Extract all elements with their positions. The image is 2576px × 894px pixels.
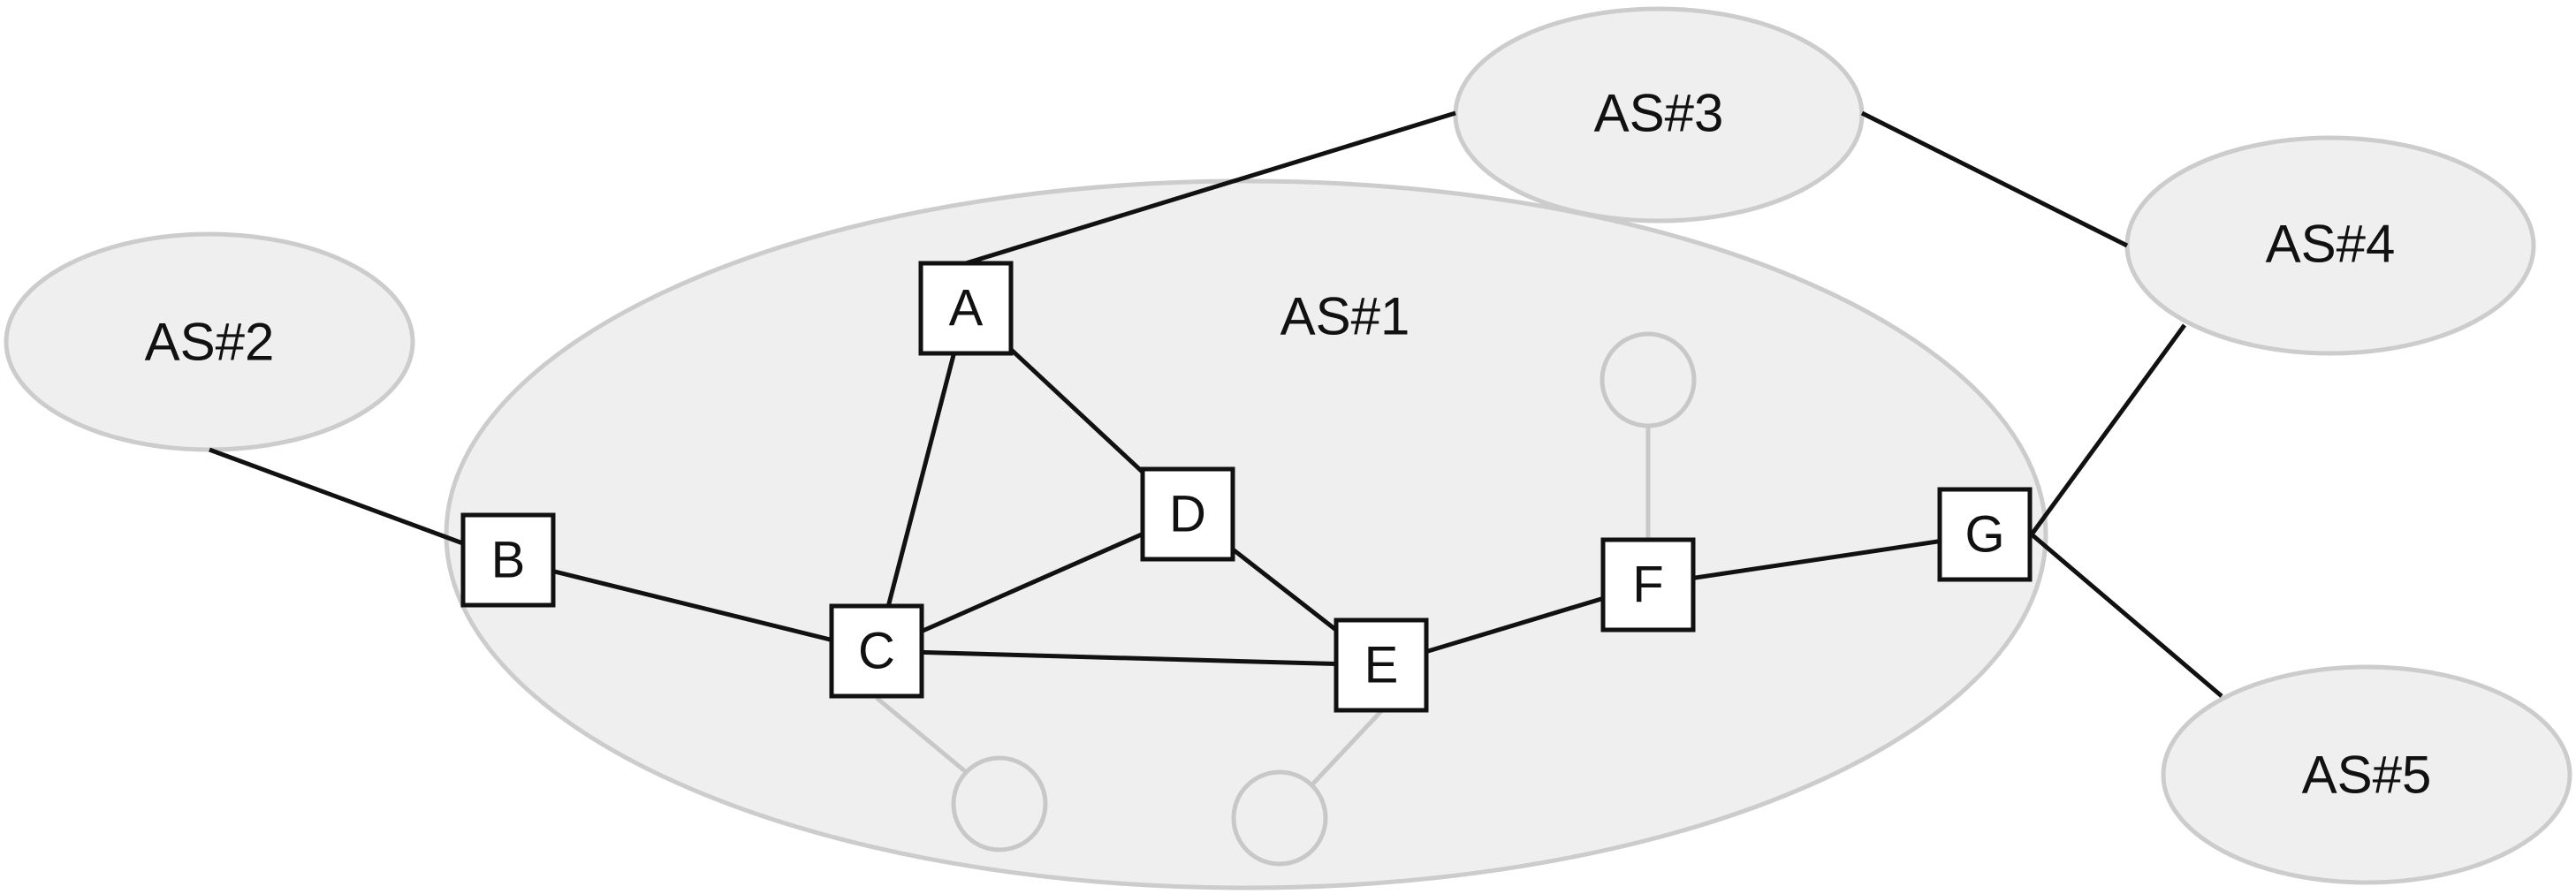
router-g-label: G: [1964, 506, 2004, 564]
router-c-box: [829, 603, 924, 699]
host-link-e: [1311, 709, 1383, 786]
router-b-box: [460, 512, 556, 608]
router-e-label: E: [1364, 637, 1399, 694]
link-f-g: [1647, 532, 1986, 587]
host-links: [875, 428, 1651, 786]
link-c-d: [875, 511, 1189, 654]
router-d: D: [1140, 466, 1235, 562]
host-link-c: [875, 696, 972, 777]
link-b-c: [507, 557, 878, 654]
router-f-box: [1600, 537, 1696, 633]
as5-label: AS#5: [2302, 746, 2432, 805]
router-f-label: F: [1632, 557, 1663, 614]
as2-label: AS#2: [145, 313, 275, 372]
host-e: [1231, 769, 1328, 867]
host-f: [1600, 331, 1697, 428]
host-c: [951, 755, 1048, 852]
hosts: [951, 331, 1697, 867]
link-a-as3: [965, 110, 1456, 266]
router-e: E: [1334, 617, 1429, 713]
router-f: F: [1600, 537, 1696, 633]
as1-label: AS#1: [1280, 287, 1410, 346]
router-a: A: [918, 261, 1014, 356]
router-b-label: B: [491, 532, 526, 589]
link-a-c: [874, 307, 969, 652]
router-d-label: D: [1169, 486, 1206, 543]
router-g-box: [1937, 487, 2033, 582]
router-c-label: C: [858, 623, 895, 680]
router-g: G: [1937, 487, 2033, 582]
link-c-e: [876, 648, 1382, 668]
link-as3-as4: [1860, 110, 2129, 248]
router-a-label: A: [949, 280, 984, 337]
router-a-box: [918, 261, 1014, 356]
as-ellipses: [4, 6, 2572, 890]
link-g-as5: [2030, 533, 2223, 698]
routers: A B C D E F G: [460, 261, 2033, 713]
link-g-as4: [2029, 323, 2187, 536]
router-e-box: [1334, 617, 1429, 713]
as3-label: AS#3: [1594, 84, 1724, 143]
as5-ellipse: [2161, 664, 2572, 885]
router-b: B: [460, 512, 556, 608]
router-d-box: [1140, 466, 1235, 562]
external-links: [209, 110, 2223, 698]
as4-label: AS#4: [2266, 215, 2396, 274]
as-labels: AS#1 AS#2 AS#3 AS#4 AS#5: [145, 84, 2432, 805]
link-b-as2: [209, 447, 509, 563]
router-c: C: [829, 603, 924, 699]
as1-ellipse: [444, 178, 2048, 890]
